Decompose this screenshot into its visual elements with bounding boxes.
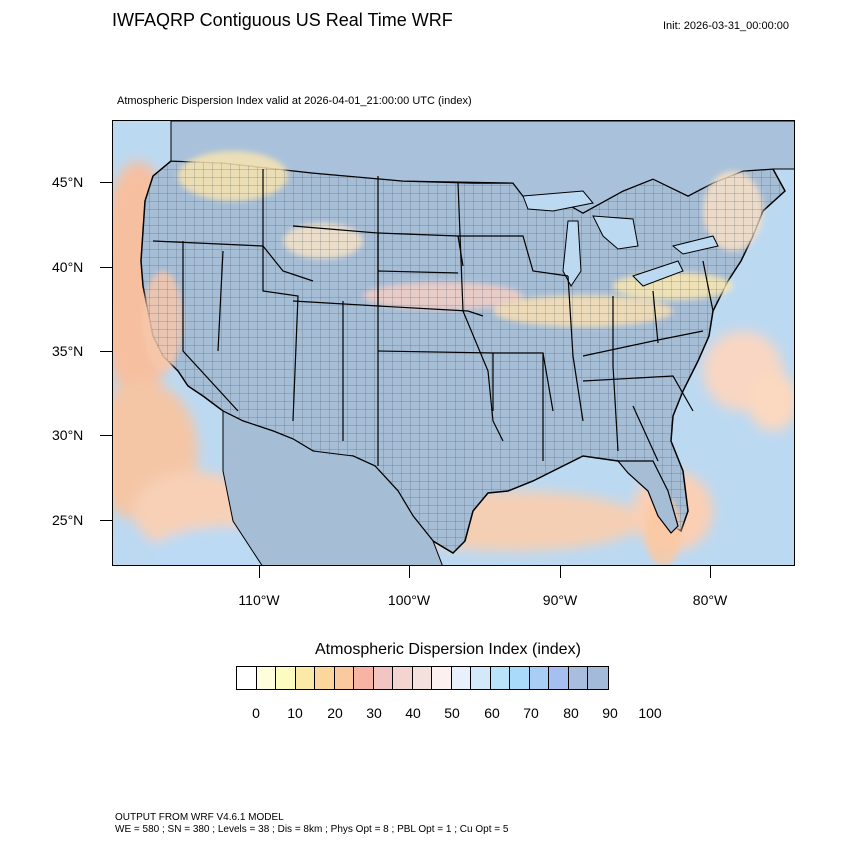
legend-swatch: [471, 667, 491, 689]
lon-tick: [560, 566, 561, 578]
legend-label: 0: [252, 705, 260, 721]
lat-label: 45°N: [52, 174, 84, 190]
legend-swatch: [276, 667, 296, 689]
lon-label: 100°W: [387, 592, 431, 608]
legend-label: 40: [405, 705, 421, 721]
legend-label: 10: [287, 705, 303, 721]
legend-label: 70: [523, 705, 539, 721]
lat-tick: [100, 267, 112, 268]
great-lakes: [522, 190, 719, 287]
lon-tick: [409, 566, 410, 578]
legend-label: 20: [327, 705, 343, 721]
legend-swatch: [549, 667, 569, 689]
footer-model-line: OUTPUT FROM WRF V4.6.1 MODEL: [115, 812, 284, 823]
legend-swatch: [295, 667, 315, 689]
legend-label: 30: [366, 705, 382, 721]
lat-label: 25°N: [52, 512, 84, 528]
legend-swatch: [354, 667, 374, 689]
legend-swatch: [256, 667, 276, 689]
lat-tick: [100, 435, 112, 436]
lon-label: 80°W: [692, 592, 728, 608]
lat-label: 30°N: [52, 427, 84, 443]
lon-label: 110°W: [238, 592, 280, 608]
lat-tick: [100, 182, 112, 183]
legend-swatch: [412, 667, 432, 689]
dispersion-map: [113, 121, 794, 565]
init-time-label: Init: 2026-03-31_00:00:00: [663, 20, 789, 32]
legend-title: Atmospheric Dispersion Index (index): [315, 641, 581, 658]
state-borders: [152, 169, 714, 466]
lat-tick: [100, 351, 112, 352]
legend-swatch: [529, 667, 549, 689]
legend-swatch: [490, 667, 510, 689]
legend-label: 90: [602, 705, 618, 721]
legend-colorbar: [236, 666, 609, 690]
legend-label: 80: [563, 705, 579, 721]
lon-label: 90°W: [542, 592, 578, 608]
legend-swatch: [237, 667, 257, 689]
legend-swatch: [568, 667, 588, 689]
footer-config-line: WE = 580 ; SN = 380 ; Levels = 38 ; Dis …: [115, 824, 509, 835]
lat-tick: [100, 520, 112, 521]
lon-tick: [710, 566, 711, 578]
legend-swatch: [334, 667, 354, 689]
legend-label: 60: [484, 705, 500, 721]
florida-land: [616, 460, 679, 534]
legend-swatch: [393, 667, 413, 689]
legend-swatch: [510, 667, 530, 689]
legend-label: 100: [638, 705, 662, 721]
legend-swatch: [315, 667, 335, 689]
legend-label: 50: [444, 705, 460, 721]
page-title: IWFAQRP Contiguous US Real Time WRF: [112, 10, 453, 30]
legend-swatch: [451, 667, 471, 689]
county-lines: [141, 161, 785, 553]
legend-swatch: [373, 667, 393, 689]
lat-label: 40°N: [52, 259, 84, 275]
lat-label: 35°N: [52, 343, 84, 359]
valid-time-label: Atmospheric Dispersion Index valid at 20…: [117, 95, 472, 107]
legend-swatch: [432, 667, 452, 689]
legend-swatch: [588, 667, 608, 689]
lon-tick: [259, 566, 260, 578]
map-panel: [112, 120, 795, 566]
